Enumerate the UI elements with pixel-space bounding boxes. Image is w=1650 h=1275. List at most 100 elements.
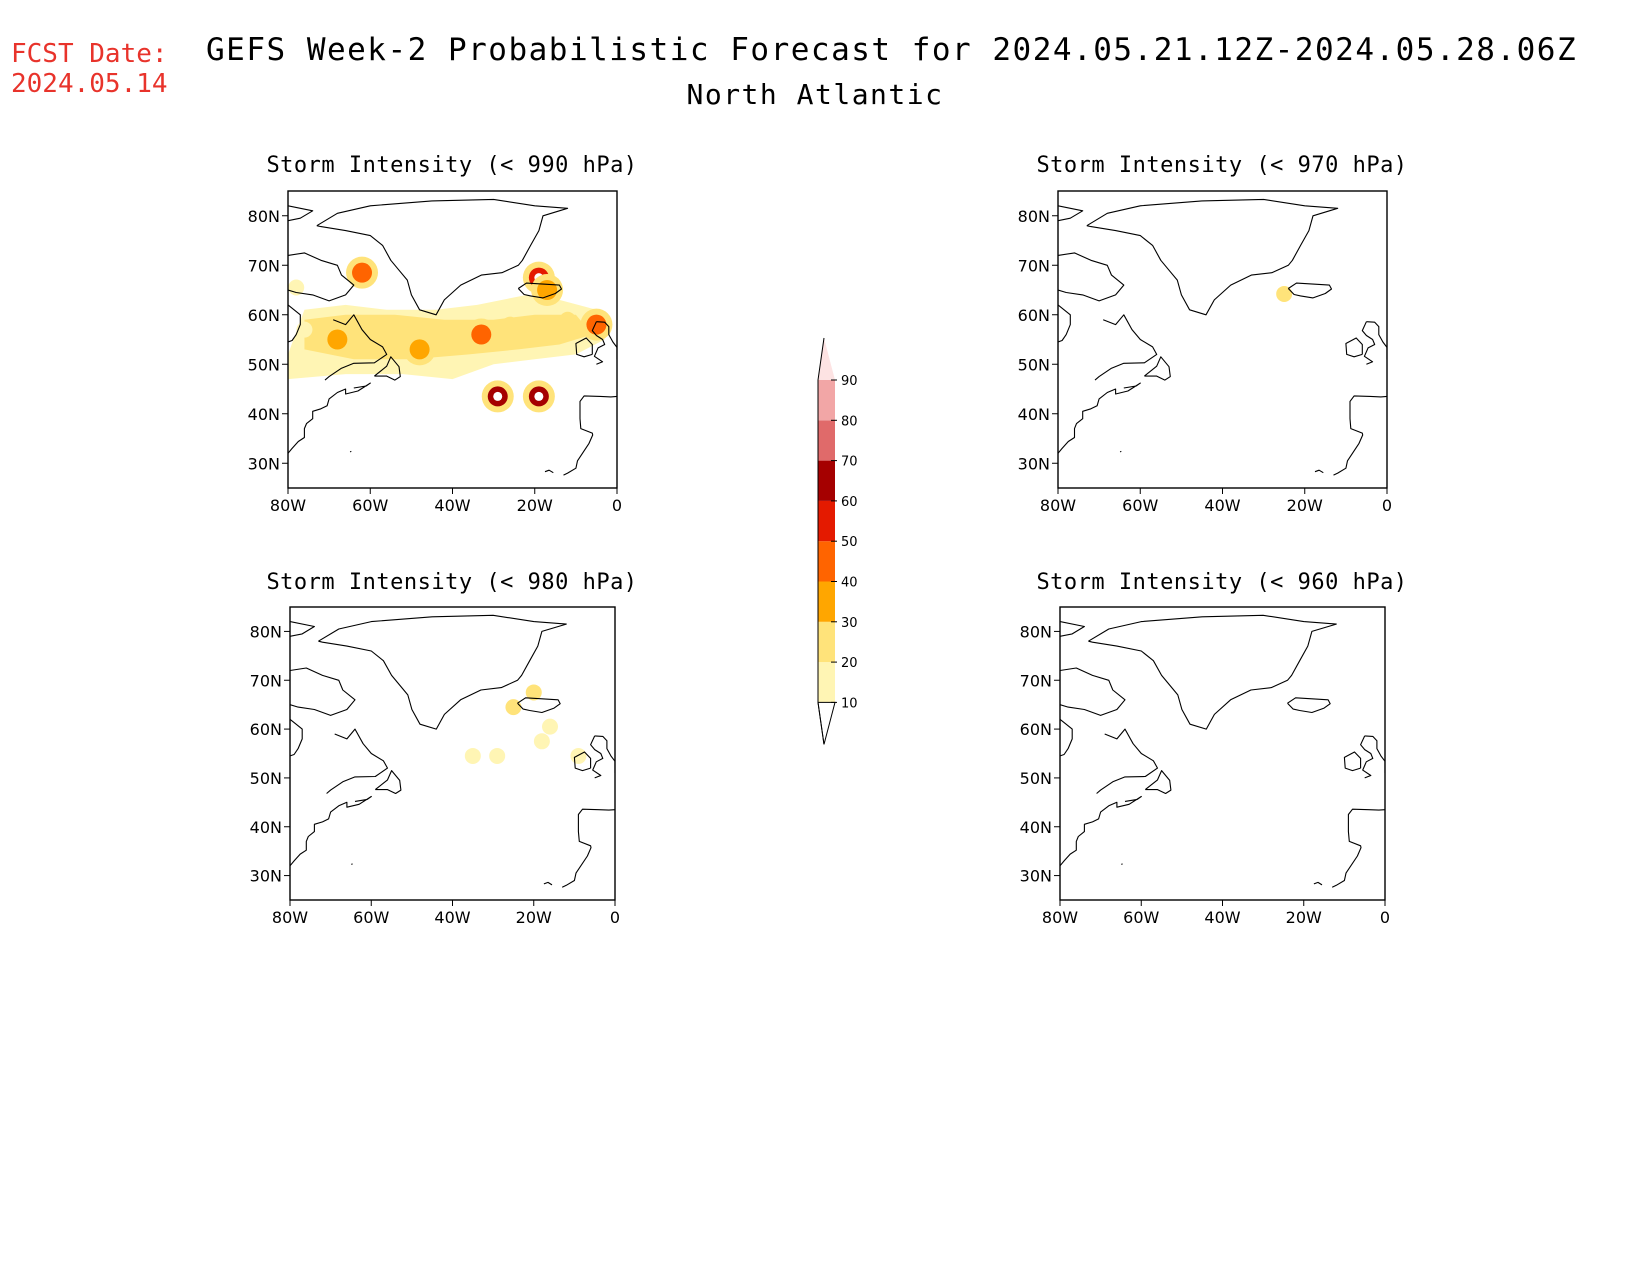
coastline-segment (590, 735, 604, 779)
coastline-segment (288, 205, 314, 222)
coastline-segment (290, 621, 315, 637)
lat-tick-label: 50N (248, 355, 280, 374)
lon-tick-label: 0 (612, 496, 622, 515)
region-title: North Atlantic (686, 78, 943, 111)
prob-blob (489, 747, 506, 764)
prob-blob (464, 747, 481, 764)
colorbar-outline (817, 337, 825, 745)
coastline-960 (1060, 614, 1385, 888)
coastline-segment (517, 697, 561, 714)
coastline-segment (1119, 450, 1122, 453)
lat-tick-label: 60N (250, 720, 282, 739)
coastline-segment (1058, 205, 1084, 222)
coastline-segment (1333, 395, 1387, 476)
lat-tick-label: 80N (1020, 622, 1052, 641)
prob-blob (354, 341, 371, 358)
coastline-segment (596, 321, 617, 360)
colorbar-segment (818, 460, 835, 501)
fcst-date-value: 2024.05.14 (11, 69, 168, 99)
coastline-segment (318, 614, 567, 730)
lat-tick-label: 70N (1018, 256, 1050, 275)
lon-tick-label: 80W (270, 496, 306, 515)
axes-970: 80W 60W 40W 20W 0 80N 70N 60N 50N 40N 30N (1018, 207, 1392, 515)
lat-tick-label: 60N (1018, 306, 1050, 325)
lat-tick-label: 70N (250, 671, 282, 690)
lon-tick-label: 40W (434, 908, 470, 927)
probability-colorbar: 10 20 30 40 50 60 70 80 90 (817, 337, 858, 745)
lat-tick-label: 80N (250, 622, 282, 641)
coastline-segment (1144, 770, 1172, 795)
lat-tick-label: 50N (250, 769, 282, 788)
coastline-segment (349, 450, 352, 453)
probability-fill-970 (1276, 285, 1293, 302)
prob-blob (444, 321, 461, 338)
coastline-segment (1094, 314, 1158, 381)
coastline-segment (316, 198, 569, 316)
coastline-980 (290, 614, 615, 888)
coastline-segment (1086, 198, 1339, 316)
lon-tick-label: 40W (1204, 908, 1240, 927)
panel-title-960: Storm Intensity (< 960 hPa) (1036, 570, 1407, 595)
coastline-segment (1287, 697, 1331, 714)
colorbar-label: 40 (841, 576, 858, 591)
coastline-segment (561, 808, 615, 888)
colorbar-label: 10 (841, 696, 858, 711)
coastline-segment (1331, 808, 1385, 888)
prob-blob (378, 321, 395, 338)
lat-tick-label: 30N (248, 454, 280, 473)
coastline-segment (1060, 621, 1085, 637)
coastline-segment (374, 770, 402, 795)
coastline-segment (1060, 667, 1126, 716)
colorbar-segment (818, 541, 835, 582)
coastline-segment (1144, 356, 1171, 381)
probability-fill-980 (464, 684, 587, 764)
probability-fill-990 (288, 256, 613, 413)
lon-tick-label: 80W (272, 908, 308, 927)
coastline-990 (288, 198, 617, 476)
coastline-segment (290, 795, 372, 867)
lat-tick-label: 70N (1020, 671, 1052, 690)
prob-blob (352, 262, 373, 283)
coastline-segment (288, 382, 371, 454)
prob-blob-center (493, 391, 503, 401)
coastline-970 (1058, 198, 1387, 476)
coastline-segment (1060, 718, 1073, 757)
prob-blob (502, 316, 519, 333)
figure-title: GEFS Week-2 Probabilistic Forecast for 2… (206, 32, 1577, 68)
lon-tick-label: 20W (1287, 496, 1323, 515)
fcst-date-label: FCST Date: (11, 39, 168, 69)
panel-title-970: Storm Intensity (< 970 hPa) (1036, 153, 1407, 178)
lon-tick-label: 20W (1286, 908, 1322, 927)
lon-tick-label: 40W (434, 496, 470, 515)
lat-tick-label: 50N (1018, 355, 1050, 374)
colorbar-top-triangle (818, 338, 835, 380)
colorbar-label: 50 (841, 535, 858, 550)
coastline-segment (1058, 252, 1125, 302)
coastline-segment (1096, 728, 1159, 794)
lon-tick-label: 60W (1122, 496, 1158, 515)
coastline-segment (573, 751, 592, 772)
lon-tick-label: 0 (1382, 496, 1392, 515)
coastline-segment (290, 718, 303, 757)
colorbar-segment (818, 380, 835, 421)
coastline-segment (290, 667, 356, 716)
coastline-segment (544, 469, 554, 474)
coastline-segment (1060, 795, 1142, 867)
lon-tick-label: 60W (352, 496, 388, 515)
lon-tick-label: 0 (610, 908, 620, 927)
lat-tick-label: 80N (1018, 207, 1050, 226)
panel-990: Storm Intensity (< 990 hPa) 80W 60W 40W 20W… (248, 153, 637, 515)
axes-980: 80W 60W 40W 20W 0 80N 70N 60N 50N 40N 30N (250, 622, 620, 927)
prob-blob (471, 324, 492, 345)
colorbar-segment (818, 621, 835, 663)
lon-tick-label: 20W (517, 496, 553, 515)
coastline-segment (575, 337, 593, 358)
panel-title-980: Storm Intensity (< 980 hPa) (266, 570, 637, 595)
prob-blob (296, 321, 313, 338)
coastline-segment (1314, 469, 1324, 474)
prob-blob (534, 326, 551, 343)
axes-990: 80W 60W 40W 20W 0 80N 70N 60N 50N 40N 30N (248, 207, 622, 515)
coastline-segment (326, 728, 389, 794)
lat-tick-label: 60N (1020, 720, 1052, 739)
coastline-segment (1361, 321, 1376, 365)
